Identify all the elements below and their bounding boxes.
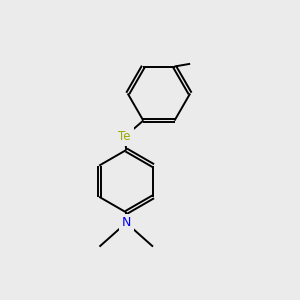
Text: Te: Te <box>118 130 131 143</box>
Text: N: N <box>122 216 131 229</box>
